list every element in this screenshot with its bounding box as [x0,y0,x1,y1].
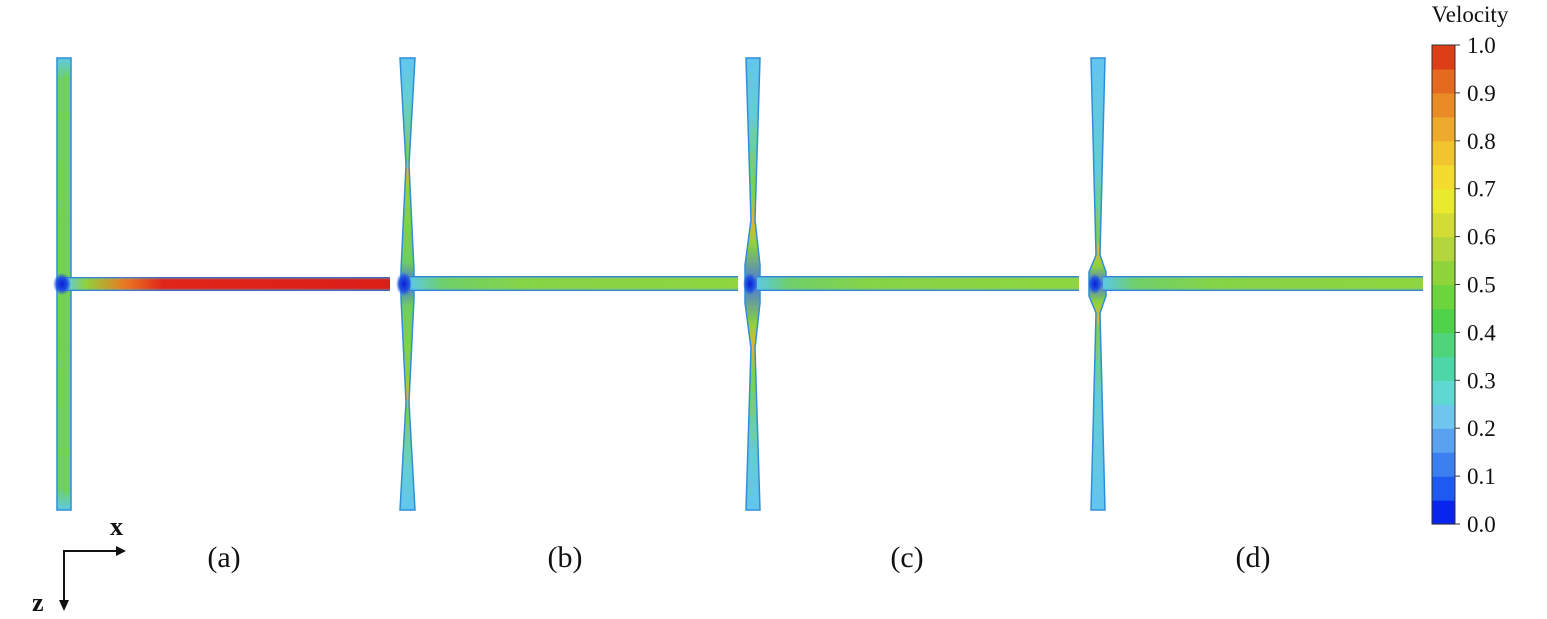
panel-label-a: (a) [207,541,240,574]
colorbar-tick-label: 0.7 [1467,177,1496,202]
colorbar-swatch [1432,332,1455,357]
colorbar-swatch [1432,500,1455,525]
colorbar-swatch [1432,284,1455,310]
colorbar-tick-label: 0.2 [1467,416,1496,441]
colorbar-swatch [1432,164,1455,190]
colorbar-tick-label: 1.0 [1467,33,1496,58]
panel-d-stagnation-zone [1088,274,1102,294]
panel-label-b: (b) [548,541,583,574]
panel-c-stagnation-zone [743,273,757,295]
colorbar-swatches [1432,45,1455,525]
x-axis-label: x [110,512,123,541]
panel-c-contour [743,57,1079,511]
colorbar-tick-label: 0.5 [1467,273,1496,298]
panel-b-stagnation-zone [396,272,412,296]
coordinate-axes: x z [32,512,126,617]
colorbar-tick-label: 0.9 [1467,81,1496,106]
panel-b-contour [396,57,738,511]
z-arrowhead-icon [59,600,69,611]
colorbar-title: Velocity [1432,2,1509,27]
colorbar-swatch [1432,188,1455,214]
panel-label-d: (d) [1236,541,1271,574]
colorbar-ticks: 0.0 0.1 0.2 0.3 0.4 0.5 0.6 0.7 0.8 0.9 1.0 [1455,33,1496,537]
colorbar-tick-label: 0.1 [1467,464,1496,489]
colorbar-swatch [1432,356,1455,381]
colorbar-tick-label: 0.6 [1467,225,1496,250]
colorbar-swatch [1432,116,1455,142]
colorbar-swatch [1432,140,1455,166]
colorbar-tick-label: 0.8 [1467,129,1496,154]
colorbar-swatch [1432,260,1455,286]
colorbar: Velocity 0.0 0.1 0.2 0.3 0.4 0.5 0.6 0.7 0.8 0.9 1… [1431,2,1509,537]
colorbar-swatch [1432,45,1455,70]
colorbar-swatch [1432,212,1455,238]
colorbar-swatch [1432,308,1455,333]
colorbar-tick-label: 0.4 [1467,320,1496,345]
colorbar-tick-label: 0.3 [1467,368,1496,393]
colorbar-swatch [1432,68,1455,94]
colorbar-swatch [1432,404,1455,429]
colorbar-swatch [1432,476,1455,501]
colorbar-swatch [1432,428,1455,453]
colorbar-swatch [1432,452,1455,477]
x-arrowhead-icon [116,546,126,556]
panel-label-c: (c) [890,541,923,574]
panel-a-stagnation-zone [53,273,71,295]
colorbar-swatch [1432,380,1455,405]
panel-a-contour [53,57,390,511]
panel-d-contour [1088,57,1423,511]
z-axis-label: z [32,588,44,617]
colorbar-tick-label: 0.0 [1467,512,1496,537]
colorbar-swatch [1432,92,1455,118]
colorbar-swatch [1432,236,1455,262]
